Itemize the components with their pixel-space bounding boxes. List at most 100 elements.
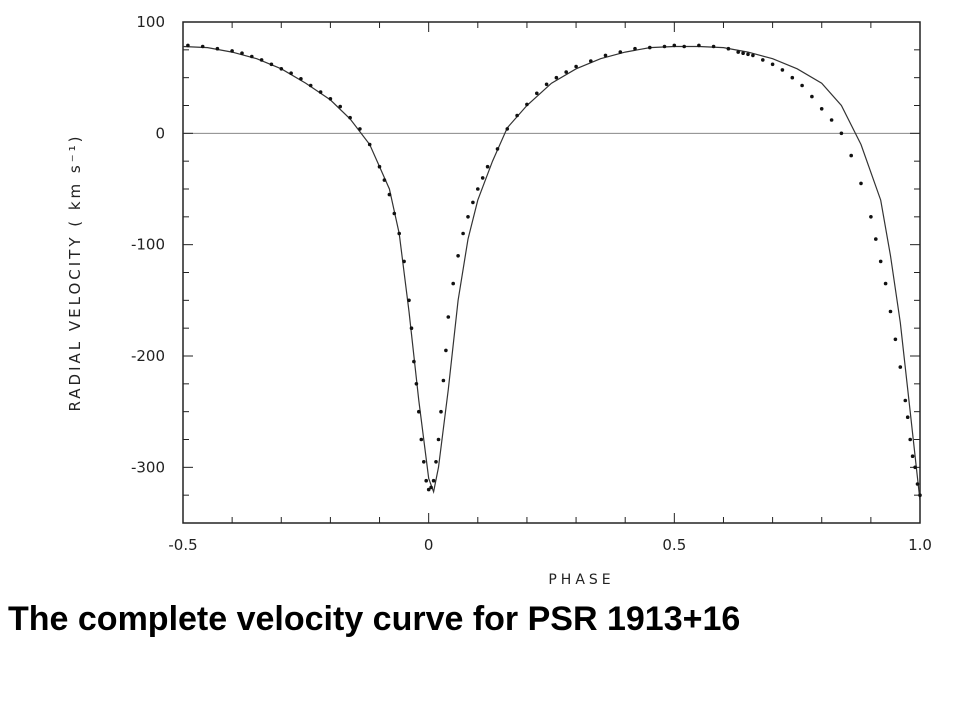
y-axis-title: RADIAL VELOCITY ( km s⁻¹) (66, 133, 84, 411)
data-point (480, 176, 485, 180)
data-point (424, 478, 429, 483)
data-point (466, 215, 470, 219)
data-point (741, 51, 745, 55)
data-point (883, 281, 888, 286)
data-point (456, 254, 460, 258)
y-tick-label: 100 (136, 13, 165, 31)
data-point (618, 50, 623, 54)
data-point (230, 49, 234, 53)
tick-labels: -0.5 0 0.5 1.0 100 0 -100 -200 -300 (131, 13, 932, 554)
data-point (446, 315, 451, 319)
data-point (770, 62, 775, 67)
data-point (358, 127, 362, 131)
observation-points (186, 43, 922, 498)
data-point (397, 231, 402, 236)
data-point (269, 62, 274, 67)
data-point (382, 178, 387, 182)
data-point (409, 326, 414, 331)
data-point (633, 46, 637, 51)
velocity-curve (182, 45, 921, 501)
data-point (348, 115, 352, 120)
data-point (751, 53, 755, 58)
data-point (289, 71, 293, 75)
data-point (422, 460, 426, 464)
data-point (726, 46, 731, 51)
x-tick-label: 0 (424, 536, 434, 554)
data-point (338, 104, 343, 109)
data-point (495, 147, 500, 151)
data-point (839, 131, 844, 136)
data-point (910, 454, 915, 459)
data-point (414, 382, 419, 386)
data-point (299, 77, 303, 81)
x-tick-label: 0.5 (662, 536, 686, 554)
data-point (402, 259, 406, 264)
y-tick-label: -100 (131, 236, 165, 254)
data-point (441, 378, 446, 383)
y-tick-label: 0 (155, 124, 165, 142)
x-axis-title: PHASE (548, 572, 614, 588)
velocity-chart: -0.5 0 0.5 1.0 100 0 -100 -200 -300 PHASE RADIAL… (66, 13, 932, 588)
data-point (662, 44, 667, 49)
data-point (574, 64, 578, 69)
data-point (672, 43, 677, 48)
y-tick-label: -200 (131, 347, 165, 365)
data-point (308, 83, 313, 88)
data-point (407, 298, 411, 303)
data-point (603, 53, 608, 58)
data-point (908, 437, 912, 442)
data-point (829, 118, 834, 122)
data-point (697, 43, 701, 48)
data-point (419, 437, 424, 442)
x-tick-label: -0.5 (168, 536, 197, 554)
figure-caption: The complete velocity curve for PSR 1913… (8, 600, 741, 638)
data-point (417, 409, 421, 414)
data-point (903, 398, 908, 403)
data-point (888, 309, 893, 314)
data-point (186, 43, 190, 48)
data-point (367, 142, 372, 147)
data-point (279, 67, 284, 71)
data-point (859, 181, 863, 186)
data-point (429, 485, 433, 490)
data-point (444, 348, 448, 353)
data-point (849, 153, 853, 158)
data-point (761, 58, 765, 62)
plot-border (182, 21, 921, 524)
data-point (451, 281, 456, 286)
data-point (200, 44, 205, 49)
data-point (215, 46, 220, 51)
data-point (905, 415, 910, 420)
data-point (535, 91, 539, 96)
data-point (387, 192, 392, 197)
x-tick-label: 1.0 (908, 536, 932, 554)
data-point (250, 54, 254, 59)
data-point (564, 70, 568, 74)
data-point (412, 359, 416, 364)
data-point (377, 164, 382, 169)
plot-frame (182, 21, 921, 524)
data-point (431, 478, 436, 483)
data-point (869, 215, 873, 219)
data-point (790, 75, 795, 80)
data-point (918, 493, 922, 498)
data-point (240, 51, 244, 55)
data-point (434, 460, 438, 464)
data-point (682, 44, 686, 49)
data-point (505, 127, 510, 131)
data-point (515, 113, 519, 118)
data-point (874, 237, 878, 241)
data-point (711, 44, 716, 49)
data-point (915, 482, 920, 486)
data-point (461, 231, 465, 236)
data-point (426, 487, 431, 492)
data-point (554, 75, 559, 80)
data-point (485, 164, 490, 169)
data-point (318, 90, 323, 94)
data-point (589, 59, 593, 63)
data-point (893, 337, 898, 342)
data-point (800, 83, 804, 88)
data-point (878, 259, 883, 264)
data-point (648, 45, 652, 50)
data-point (544, 82, 549, 87)
